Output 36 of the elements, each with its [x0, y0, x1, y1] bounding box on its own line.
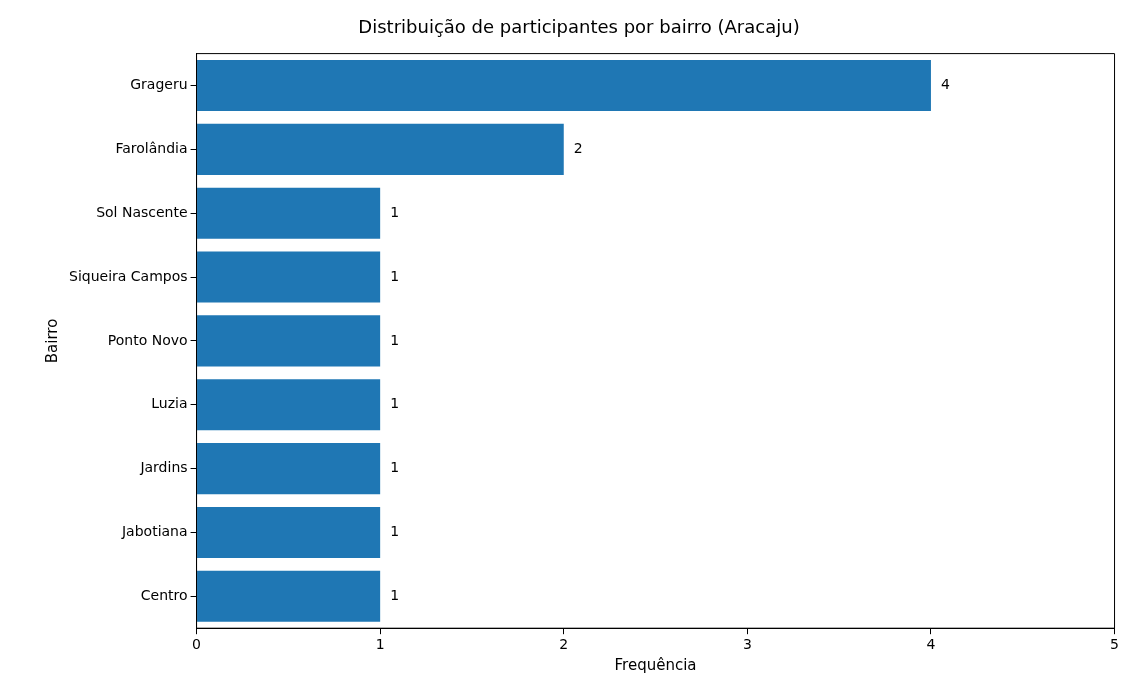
x-tick-label: 2 — [559, 636, 569, 653]
data-label: 2 — [573, 140, 583, 157]
data-label: 4 — [940, 76, 950, 93]
x-tick-label: 3 — [742, 636, 752, 653]
y-tick-label: Grageru — [130, 76, 188, 93]
y-tick-label: Sol Nascente — [96, 203, 188, 220]
y-tick-label: Centro — [140, 586, 188, 603]
bar — [197, 315, 381, 367]
y-tick-label: Farolândia — [115, 140, 188, 157]
bar — [197, 59, 931, 112]
y-tick-label: Jardins — [139, 459, 188, 476]
data-label: 1 — [390, 331, 400, 348]
bar — [197, 506, 381, 558]
x-tick-label: 1 — [375, 636, 385, 653]
x-tick-label: 0 — [192, 636, 202, 653]
bar — [197, 379, 381, 431]
y-tick-label: Luzia — [151, 395, 188, 412]
y-tick-label: Jabotiana — [120, 523, 188, 540]
data-label: 1 — [390, 267, 400, 284]
bar — [197, 570, 381, 622]
chart-title: Distribuição de participantes por bairro (Aracaju) — [358, 16, 800, 38]
bar — [197, 251, 381, 303]
data-label: 1 — [390, 395, 400, 412]
bar — [197, 443, 381, 495]
y-axis-title: Bairro — [42, 318, 61, 364]
x-tick-label: 4 — [926, 636, 936, 653]
bar — [197, 187, 381, 239]
y-tick-label: Ponto Novo — [107, 331, 188, 348]
x-axis-title: Frequência — [614, 655, 697, 674]
x-tick-label: 5 — [1110, 636, 1120, 653]
data-label: 1 — [390, 523, 400, 540]
y-tick-label: Siqueira Campos — [69, 267, 188, 284]
bar — [197, 123, 564, 175]
data-label: 1 — [390, 459, 400, 476]
data-label: 1 — [390, 586, 400, 603]
data-label: 1 — [390, 203, 400, 220]
